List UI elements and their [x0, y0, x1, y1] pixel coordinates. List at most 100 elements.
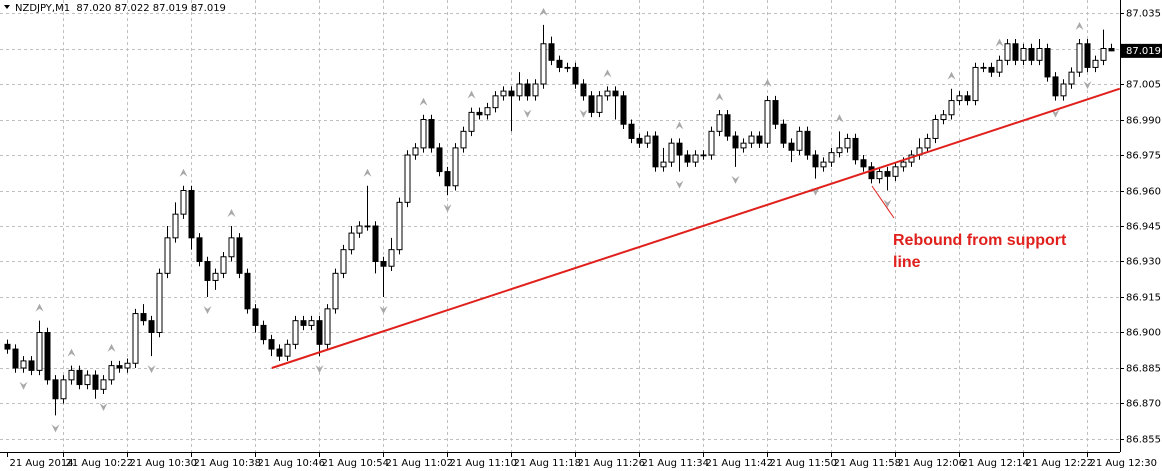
candle-body — [140, 313, 147, 322]
candle-body — [116, 365, 123, 369]
candle-body — [220, 256, 227, 274]
fractal-down — [99, 403, 108, 412]
candle-body — [444, 171, 451, 187]
candle-body — [396, 201, 403, 251]
candle-body — [676, 142, 683, 156]
candle-body — [820, 161, 827, 168]
candle-body — [228, 237, 235, 258]
candle-body — [572, 66, 579, 85]
candle-body — [988, 66, 995, 73]
candle-body — [780, 123, 787, 144]
candle-body — [860, 159, 867, 168]
candle-body — [924, 137, 931, 149]
annotation-pointer — [871, 185, 895, 219]
candle-body — [564, 66, 571, 69]
candle-body — [308, 320, 315, 326]
x-tick-label: 21 Aug 10:22 — [66, 458, 133, 469]
candle-body — [428, 119, 435, 149]
candle-body — [884, 171, 891, 177]
x-tick-label: 21 Aug 10:46 — [258, 458, 325, 469]
candle-body — [316, 320, 323, 345]
candle-body — [412, 147, 419, 156]
x-tick-label: 21 Aug 10:30 — [130, 458, 197, 469]
candle-body — [404, 154, 411, 203]
x-tick-label: 21 Aug 12:30 — [1090, 458, 1157, 469]
annotation: Rebound from support line — [893, 232, 1067, 271]
candle-body — [84, 374, 91, 386]
candle-body — [788, 142, 795, 151]
x-tick-label: 21 Aug 11:34 — [642, 458, 709, 469]
candle-body — [52, 379, 59, 400]
candle-body — [380, 261, 387, 267]
fractal-up — [363, 168, 372, 177]
candle-body — [580, 83, 587, 97]
candle-body — [268, 339, 275, 350]
candle-body — [100, 379, 107, 390]
candle-body — [620, 95, 627, 125]
candle-body — [732, 135, 739, 149]
candle-body — [1084, 43, 1091, 68]
y-tick-label: 86.915 — [1126, 293, 1161, 304]
fractal-down — [579, 109, 588, 118]
fractal-down — [1083, 81, 1092, 90]
y-tick-label: 86.885 — [1126, 364, 1161, 375]
candle-body — [236, 237, 243, 274]
current-price-box — [1121, 43, 1162, 58]
candle-body — [452, 147, 459, 187]
candle-body — [1044, 48, 1051, 78]
candle-body — [1068, 71, 1075, 85]
candle-body — [556, 59, 563, 68]
candle-body — [276, 348, 283, 357]
fractal-up — [675, 121, 684, 130]
fractal-up — [227, 209, 236, 217]
candle-body — [1028, 48, 1035, 61]
symbol-icon — [4, 5, 10, 9]
candle-body — [740, 142, 747, 149]
candle-body — [284, 343, 291, 357]
candle-body — [1060, 83, 1067, 97]
candle-body — [332, 272, 339, 310]
candle-body — [700, 154, 707, 157]
y-tick-label: 86.870 — [1126, 399, 1161, 410]
candle-body — [76, 369, 83, 386]
candle-body — [340, 249, 347, 274]
candle-body — [180, 190, 187, 215]
fractal-up — [467, 90, 476, 99]
fractal-down — [379, 306, 388, 314]
candle-body — [628, 123, 635, 139]
fractal-up — [947, 71, 956, 80]
fractal-down — [203, 306, 212, 314]
candle-body — [1052, 76, 1059, 97]
candle-body — [836, 147, 843, 154]
candle-body — [548, 43, 555, 61]
candle-body — [36, 332, 43, 371]
candle-body — [1020, 48, 1027, 61]
candle-body — [708, 130, 715, 156]
candle-body — [1076, 43, 1083, 73]
candle-body — [372, 225, 379, 262]
candle-body — [20, 360, 27, 369]
fractal-down — [731, 175, 740, 184]
candle-body — [660, 161, 667, 168]
candle-body — [28, 360, 35, 371]
candle-body — [692, 154, 699, 163]
candle-body — [1036, 48, 1043, 61]
y-tick-label: 86.855 — [1126, 435, 1161, 446]
fractal-up — [179, 168, 188, 177]
candle-body — [748, 135, 755, 144]
current-price-label: 87.019 — [1126, 46, 1161, 57]
candle-body — [772, 100, 779, 125]
candle-body — [828, 152, 835, 163]
candle-body — [292, 320, 299, 345]
y-tick-label: 86.930 — [1126, 257, 1161, 268]
fractal-up — [763, 78, 772, 87]
candle-body — [460, 130, 467, 149]
candle-body — [636, 137, 643, 144]
candle-body — [420, 119, 427, 149]
candle-body — [724, 114, 731, 137]
candle-body — [980, 66, 987, 69]
candle-body — [1004, 43, 1011, 61]
candle-body — [844, 137, 851, 149]
candle-body — [4, 343, 11, 350]
